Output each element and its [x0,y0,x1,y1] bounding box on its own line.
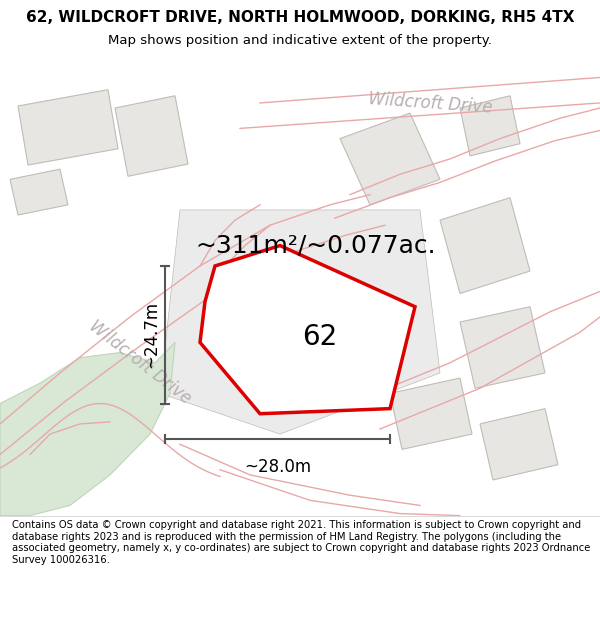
Polygon shape [115,96,188,176]
Polygon shape [390,378,472,449]
Polygon shape [440,198,530,294]
Polygon shape [160,210,440,434]
Polygon shape [340,113,440,205]
Text: 62, WILDCROFT DRIVE, NORTH HOLMWOOD, DORKING, RH5 4TX: 62, WILDCROFT DRIVE, NORTH HOLMWOOD, DOR… [26,10,574,25]
Polygon shape [18,89,118,165]
Text: ~28.0m: ~28.0m [244,458,311,476]
Text: Contains OS data © Crown copyright and database right 2021. This information is : Contains OS data © Crown copyright and d… [12,520,590,565]
Text: ~24.7m: ~24.7m [142,301,160,368]
Polygon shape [10,169,68,215]
Polygon shape [0,342,175,516]
Polygon shape [200,246,415,414]
Polygon shape [460,307,545,388]
Text: ~311m²/~0.077ac.: ~311m²/~0.077ac. [195,234,436,258]
Polygon shape [460,96,520,156]
Polygon shape [480,409,558,480]
Text: Wildcroft Drive: Wildcroft Drive [367,89,493,116]
Text: Wildcroft Drive: Wildcroft Drive [85,318,194,408]
Text: Map shows position and indicative extent of the property.: Map shows position and indicative extent… [108,34,492,47]
Text: 62: 62 [302,323,338,351]
